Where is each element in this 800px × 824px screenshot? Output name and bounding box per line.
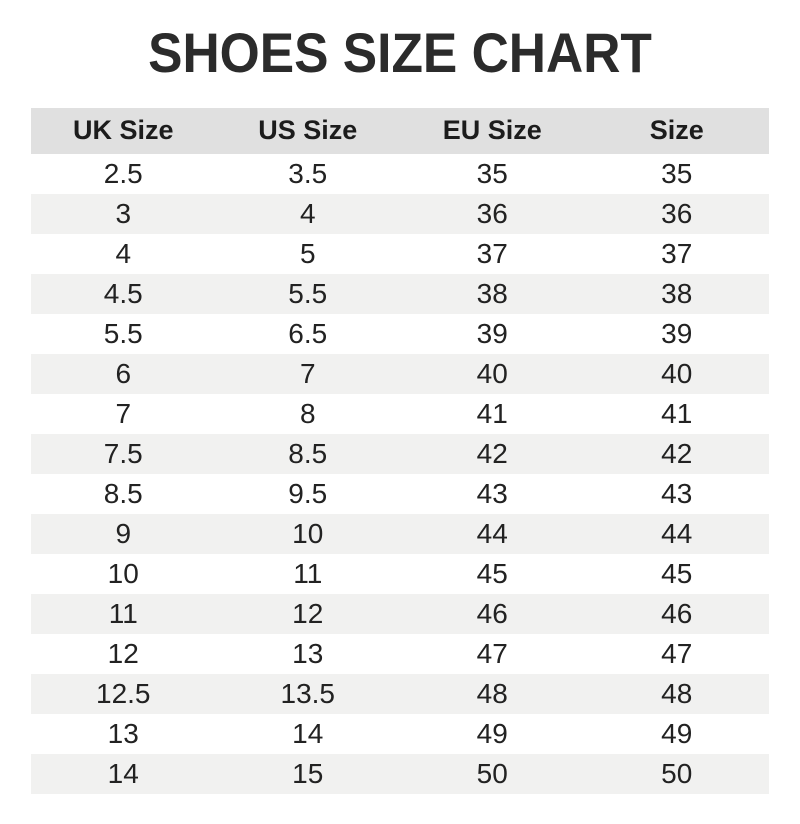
table-cell: 46 xyxy=(476,597,508,629)
table-cell: 44 xyxy=(476,517,508,549)
table-row: 6 7 40 40 xyxy=(31,353,769,394)
table-cell: 7 xyxy=(299,357,316,389)
table-cell: 47 xyxy=(476,637,508,669)
table-row: 12.5 13.5 48 48 xyxy=(31,673,769,714)
table-cell: 42 xyxy=(661,437,693,469)
column-header: US Size xyxy=(215,107,400,154)
table-row: 8.5 9.5 43 43 xyxy=(31,474,769,514)
table-cell: 41 xyxy=(661,397,693,429)
table-row: 9 10 44 44 xyxy=(31,513,769,554)
table-cell: 35 xyxy=(476,157,508,189)
table-cell: 13 xyxy=(107,717,139,749)
table-cell: 37 xyxy=(661,237,693,269)
table-cell: 43 xyxy=(661,477,693,509)
table-cell: 49 xyxy=(661,717,693,749)
table-cell: 50 xyxy=(476,757,508,789)
table-cell: 49 xyxy=(476,717,508,749)
table-cell: 48 xyxy=(661,677,693,709)
table-cell: 7 xyxy=(115,397,132,429)
table-cell: 8.5 xyxy=(288,437,328,469)
table-cell: 2.5 xyxy=(103,157,143,189)
table-cell: 3.5 xyxy=(288,157,328,189)
table-cell: 47 xyxy=(661,637,693,669)
table-cell: 8 xyxy=(299,397,316,429)
table-cell: 48 xyxy=(476,677,508,709)
table-cell: 39 xyxy=(476,317,508,349)
table-cell: 9 xyxy=(115,517,132,549)
table-body: 2.5 3.5 35 35 3 4 36 36 4 5 37 37 4.5 5.5 38 38 5.5 6.5 39… xyxy=(31,154,769,794)
table-cell: 45 xyxy=(661,557,693,589)
table-cell: 35 xyxy=(661,157,693,189)
table-cell: 12 xyxy=(107,637,139,669)
table-cell: 40 xyxy=(476,357,508,389)
table-cell: 7.5 xyxy=(103,437,143,469)
table-cell: 11 xyxy=(293,557,323,589)
table-cell: 42 xyxy=(476,437,508,469)
table-cell: 5.5 xyxy=(288,277,328,309)
table-cell: 13.5 xyxy=(280,677,336,709)
table-cell: 39 xyxy=(661,317,693,349)
table-cell: 11 xyxy=(108,597,138,629)
table-cell: 9.5 xyxy=(288,477,328,509)
column-header: Size xyxy=(584,107,769,154)
table-cell: 36 xyxy=(476,197,508,229)
table-cell: 6.5 xyxy=(288,317,328,349)
table-cell: 5.5 xyxy=(103,317,143,349)
table-cell: 12 xyxy=(292,597,324,629)
page-title: SHOES SIZE CHART xyxy=(148,21,652,84)
table-cell: 10 xyxy=(107,557,139,589)
table-header: UK Size US Size EU Size Size xyxy=(31,107,769,154)
table-cell: 45 xyxy=(476,557,508,589)
table-cell: 12.5 xyxy=(96,677,151,709)
table-cell: 8.5 xyxy=(103,477,143,509)
table-cell: 13 xyxy=(292,637,324,669)
table-row: 5.5 6.5 39 39 xyxy=(31,314,769,354)
table-row: 14 15 50 50 xyxy=(31,753,769,794)
table-cell: 4 xyxy=(115,237,132,269)
table-header-row: UK Size US Size EU Size Size xyxy=(31,107,769,154)
table-row: 4 5 37 37 xyxy=(31,234,769,274)
table-cell: 36 xyxy=(661,197,693,229)
table-cell: 14 xyxy=(292,717,324,749)
table-row: 13 14 49 49 xyxy=(31,714,769,754)
table-row: 12 13 47 47 xyxy=(31,634,769,674)
table-cell: 5 xyxy=(299,237,316,269)
shoe-size-table: UK Size US Size EU Size Size 2.5 3.5 35 35 3 4 36… xyxy=(31,107,769,794)
table-cell: 6 xyxy=(115,357,132,389)
table-row: 3 4 36 36 xyxy=(31,193,769,234)
table-cell: 37 xyxy=(476,237,508,269)
table-cell: 38 xyxy=(661,277,693,309)
table-cell: 46 xyxy=(661,597,693,629)
table-cell: 40 xyxy=(661,357,693,389)
table-cell: 41 xyxy=(476,397,508,429)
table-cell: 4 xyxy=(299,197,316,229)
table-cell: 43 xyxy=(476,477,508,509)
table-row: 11 12 46 46 xyxy=(31,593,769,634)
column-header: UK Size xyxy=(31,107,216,154)
column-header: EU Size xyxy=(400,107,585,154)
table-row: 2.5 3.5 35 35 xyxy=(31,154,769,194)
page: SHOES SIZE CHART UK Size US Size EU Size Si… xyxy=(0,21,800,824)
table-cell: 44 xyxy=(661,517,693,549)
table-row: 7 8 41 41 xyxy=(31,394,769,434)
table-cell: 10 xyxy=(292,517,324,549)
table-row: 4.5 5.5 38 38 xyxy=(31,273,769,314)
table-cell: 15 xyxy=(292,757,324,789)
table-row: 7.5 8.5 42 42 xyxy=(31,433,769,474)
table-cell: 3 xyxy=(115,197,132,229)
table-row: 10 11 45 45 xyxy=(31,554,769,594)
table-cell: 14 xyxy=(107,757,139,789)
table-cell: 50 xyxy=(661,757,693,789)
table-cell: 38 xyxy=(476,277,508,309)
table-cell: 4.5 xyxy=(103,277,143,309)
